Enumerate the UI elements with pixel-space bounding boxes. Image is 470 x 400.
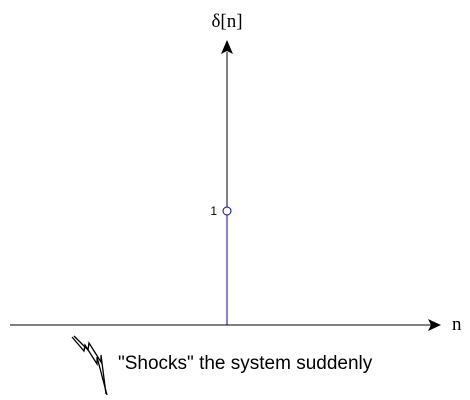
impulse-marker bbox=[222, 206, 232, 216]
y-tick-label: 1 bbox=[210, 204, 217, 218]
x-axis-arrowhead bbox=[428, 319, 441, 331]
lightning-bolt-icon bbox=[71, 335, 108, 396]
axes bbox=[10, 40, 441, 331]
y-axis-arrowhead bbox=[221, 40, 233, 54]
impulse-marks bbox=[222, 206, 232, 325]
y-axis-label: δ[n] bbox=[211, 11, 242, 32]
x-axis-label: n bbox=[452, 314, 462, 335]
annotation-text: "Shocks" the system suddenly bbox=[118, 353, 373, 374]
